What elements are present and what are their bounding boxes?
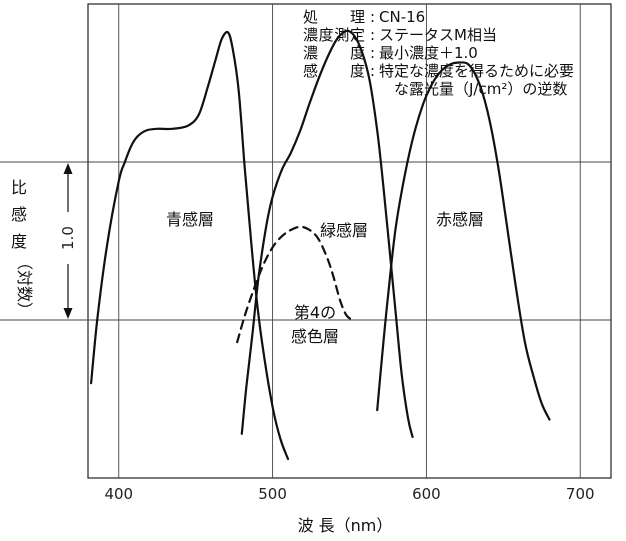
y-scale-indicator: 1.0 bbox=[59, 163, 77, 319]
series-label-0: 青感層 bbox=[166, 210, 214, 229]
note-sep-1: : bbox=[370, 26, 375, 44]
plot-grid bbox=[0, 3, 612, 479]
series-line-0 bbox=[90, 30, 290, 461]
x-tick-400: 400 bbox=[104, 485, 133, 503]
series-line-1 bbox=[240, 29, 414, 438]
scale-arrow-up bbox=[63, 163, 73, 174]
note-sep-0: : bbox=[370, 8, 375, 26]
x-axis-label: 波 長（nm） bbox=[298, 516, 393, 535]
x-tick-700: 700 bbox=[566, 485, 595, 503]
note-value-2: 最小濃度＋1.0 bbox=[379, 44, 478, 62]
y-axis-label: 比感度 （対数） bbox=[11, 178, 34, 318]
x-tick-labels: 400 500 600 700 bbox=[104, 485, 594, 503]
note-sep-3: : bbox=[370, 62, 375, 80]
series-line-3 bbox=[236, 225, 354, 344]
plot-frame bbox=[87, 3, 612, 479]
note-key-3: 感 度 bbox=[303, 62, 365, 80]
note-value-1: ステータスM相当 bbox=[379, 26, 497, 44]
note-key-2: 濃 度 bbox=[303, 44, 365, 62]
note-value-3: 特定な濃度を得るために必要 bbox=[379, 62, 574, 80]
series-label-2: 赤感層 bbox=[436, 210, 484, 229]
note-value-0: CN-16 bbox=[379, 8, 425, 26]
scale-value: 1.0 bbox=[59, 226, 77, 250]
series-line-2 bbox=[376, 61, 551, 421]
note-key-0: 処 理 bbox=[303, 8, 365, 26]
scale-arrow-down bbox=[63, 308, 73, 319]
y-label-char-1: 感 bbox=[11, 205, 27, 224]
note-value-4: な露光量（J/cm²）の逆数 bbox=[394, 80, 567, 98]
series-label-3: 第4の bbox=[294, 303, 336, 322]
note-key-1: 濃度測定 bbox=[303, 26, 365, 44]
x-tick-600: 600 bbox=[412, 485, 441, 503]
y-label-char-2: 度 bbox=[11, 232, 27, 251]
series-label-1: 緑感層 bbox=[320, 221, 368, 240]
y-label-paren: （対数） bbox=[15, 254, 34, 318]
x-tick-500: 500 bbox=[258, 485, 287, 503]
sensitivity-curves bbox=[90, 29, 551, 461]
y-label-char-0: 比 bbox=[11, 178, 27, 197]
note-sep-2: : bbox=[370, 44, 375, 62]
series-label-3-line2: 感色層 bbox=[291, 327, 339, 346]
